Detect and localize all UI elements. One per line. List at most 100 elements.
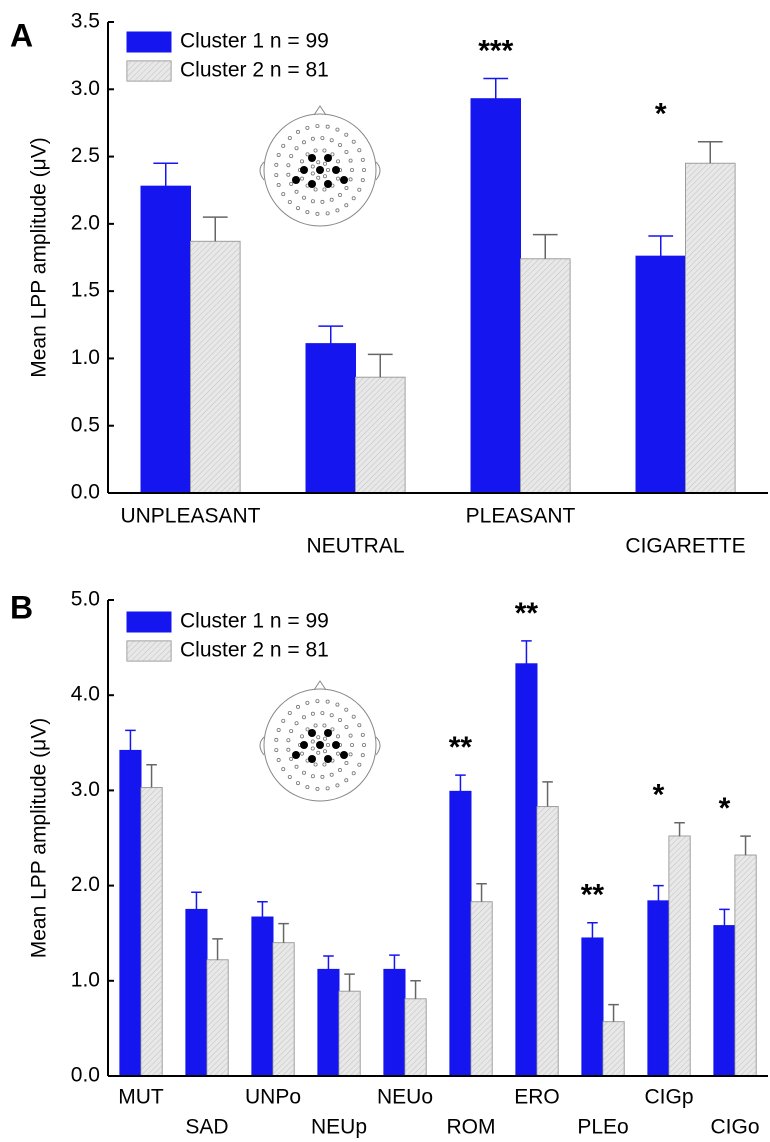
bar bbox=[581, 937, 604, 1077]
bar bbox=[383, 968, 406, 1077]
error-bar bbox=[212, 938, 223, 960]
legend-label: Cluster 2 n = 81 bbox=[180, 59, 329, 82]
x-tick-label: ROM bbox=[447, 1116, 496, 1139]
panel-label: A bbox=[10, 17, 33, 53]
x-tick-label: NEUp bbox=[311, 1116, 367, 1139]
bar-fill bbox=[190, 241, 240, 493]
significance-label: ** bbox=[581, 879, 605, 912]
significance-label: ** bbox=[515, 597, 539, 630]
y-tick-label: 3.0 bbox=[71, 778, 100, 801]
error-bar bbox=[257, 901, 268, 918]
significance-label: * bbox=[719, 792, 731, 825]
error-bar bbox=[125, 729, 136, 751]
bar-fill bbox=[735, 855, 757, 1076]
bar bbox=[185, 908, 208, 1077]
legend-swatch bbox=[126, 31, 172, 53]
error-bar bbox=[389, 954, 400, 970]
error-bar bbox=[521, 640, 532, 664]
error-bar bbox=[202, 216, 228, 242]
y-tick-label: 2.0 bbox=[71, 211, 100, 234]
y-tick-label: 4.0 bbox=[71, 683, 100, 706]
bar-fill bbox=[537, 806, 559, 1076]
error-bar bbox=[318, 325, 344, 344]
y-tick-label: 1.0 bbox=[71, 968, 100, 991]
x-tick-label: PLEo bbox=[577, 1116, 628, 1139]
error-bar bbox=[344, 973, 355, 992]
significance-label: ** bbox=[449, 731, 473, 764]
error-bar bbox=[146, 763, 157, 788]
error-bar bbox=[483, 77, 509, 99]
y-tick-label: 0.0 bbox=[71, 481, 100, 504]
error-bar bbox=[674, 822, 685, 837]
bar bbox=[713, 925, 736, 1077]
legend-label: Cluster 1 n = 99 bbox=[180, 30, 329, 53]
bar bbox=[515, 663, 538, 1077]
bar bbox=[140, 185, 191, 494]
error-bar bbox=[719, 908, 730, 926]
bar-fill bbox=[471, 901, 493, 1076]
y-tick-label: 2.0 bbox=[71, 873, 100, 896]
bar-fill bbox=[603, 1021, 625, 1076]
electrode-map bbox=[259, 105, 381, 227]
bar bbox=[251, 916, 274, 1077]
x-tick-label: SAD bbox=[185, 1116, 228, 1139]
error-bar bbox=[476, 882, 487, 902]
electrode-map bbox=[259, 680, 381, 802]
bar-fill bbox=[685, 163, 735, 494]
error-bar bbox=[367, 353, 393, 378]
error-bar bbox=[653, 884, 664, 901]
error-bar bbox=[323, 955, 334, 970]
y-tick-label: 3.0 bbox=[71, 77, 100, 100]
bar bbox=[635, 255, 686, 494]
significance-label: * bbox=[655, 98, 667, 131]
error-bar bbox=[648, 235, 674, 257]
bar-fill bbox=[273, 942, 295, 1076]
y-tick-label: 0.5 bbox=[71, 413, 100, 436]
y-tick-label: 3.5 bbox=[71, 10, 100, 33]
bar-fill bbox=[405, 998, 427, 1076]
significance-label: * bbox=[653, 779, 665, 812]
bar-fill bbox=[669, 836, 691, 1076]
bar-fill bbox=[207, 959, 229, 1076]
bar-fill bbox=[339, 991, 361, 1076]
legend-label: Cluster 1 n = 99 bbox=[180, 610, 329, 633]
bar bbox=[449, 790, 472, 1077]
y-tick-label: 2.5 bbox=[71, 144, 100, 167]
y-tick-label: 0.0 bbox=[71, 1064, 100, 1087]
y-tick-label: 1.5 bbox=[71, 279, 100, 302]
y-tick-label: 5.0 bbox=[71, 588, 100, 611]
bar bbox=[317, 968, 340, 1077]
legend-swatch-fill bbox=[127, 61, 171, 81]
x-tick-label: MUT bbox=[118, 1086, 164, 1109]
error-bar bbox=[410, 980, 421, 999]
legend-swatch bbox=[126, 611, 172, 633]
error-bar bbox=[191, 891, 202, 910]
bar bbox=[647, 900, 670, 1077]
error-bar bbox=[608, 1003, 619, 1022]
bar-fill bbox=[520, 258, 570, 493]
error-bar bbox=[587, 921, 598, 938]
y-tick-label: 1.0 bbox=[71, 346, 100, 369]
x-tick-label: ERO bbox=[514, 1086, 560, 1109]
x-tick-label: UNPLEASANT bbox=[120, 505, 260, 528]
x-tick-label: CIGo bbox=[710, 1116, 759, 1139]
significance-label: *** bbox=[478, 34, 513, 67]
x-tick-label: NEUTRAL bbox=[306, 535, 404, 558]
x-tick-label: NEUo bbox=[377, 1086, 433, 1109]
error-bar bbox=[153, 162, 179, 187]
bar-fill bbox=[141, 787, 163, 1076]
x-tick-label: CIGARETTE bbox=[625, 535, 745, 558]
legend-label: Cluster 2 n = 81 bbox=[180, 639, 329, 662]
x-tick-label: CIGp bbox=[644, 1086, 693, 1109]
bar bbox=[305, 343, 356, 494]
y-axis-label: Mean LPP amplitude (μV) bbox=[28, 137, 51, 378]
error-bar bbox=[740, 835, 751, 856]
error-bar bbox=[532, 233, 558, 259]
bar bbox=[119, 749, 142, 1077]
y-axis-label: Mean LPP amplitude (μV) bbox=[28, 718, 51, 959]
x-tick-label: UNPo bbox=[245, 1086, 301, 1109]
error-bar bbox=[542, 781, 553, 807]
bar-fill bbox=[355, 377, 405, 493]
bar bbox=[470, 98, 521, 494]
x-tick-label: PLEASANT bbox=[466, 505, 576, 528]
